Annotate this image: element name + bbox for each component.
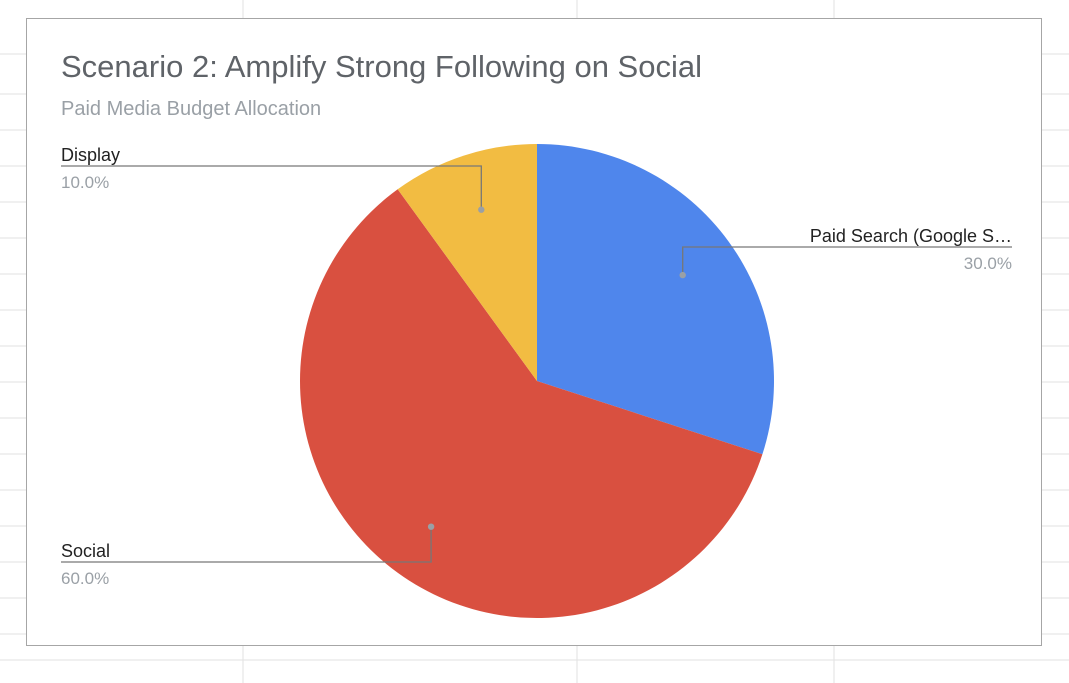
slice-percent: 30.0% — [964, 254, 1012, 273]
label-display: Display 10.0% — [61, 145, 485, 213]
chart-card[interactable]: Scenario 2: Amplify Strong Following on … — [26, 18, 1042, 646]
pie-slice-social[interactable] — [300, 189, 763, 618]
slice-percent: 60.0% — [61, 569, 109, 588]
leader-dot — [478, 206, 485, 213]
pie-slice-display[interactable] — [397, 144, 537, 381]
leader-dot — [679, 271, 686, 279]
chart-subtitle: Paid Media Budget Allocation — [61, 98, 322, 120]
label-paid-search: Paid Search (Google S… 30.0% — [679, 226, 1012, 279]
pie-slice-paid[interactable] — [537, 144, 775, 455]
leader-dot — [427, 523, 435, 530]
label-social: Social 60.0% — [61, 523, 435, 588]
slice-percent: 10.0% — [61, 173, 109, 192]
slice-label: Display — [61, 145, 120, 165]
slice-label: Social — [61, 541, 110, 561]
leader-line — [682, 246, 1012, 276]
leader-line — [61, 165, 482, 210]
pie-chart: Paid Search (Google S… 30.0% Social 60.0% Di… — [61, 144, 1012, 618]
leader-line — [61, 526, 432, 563]
slice-label: Paid Search (Google S… — [810, 226, 1012, 246]
chart-title: Scenario 2: Amplify Strong Following on … — [61, 49, 702, 84]
